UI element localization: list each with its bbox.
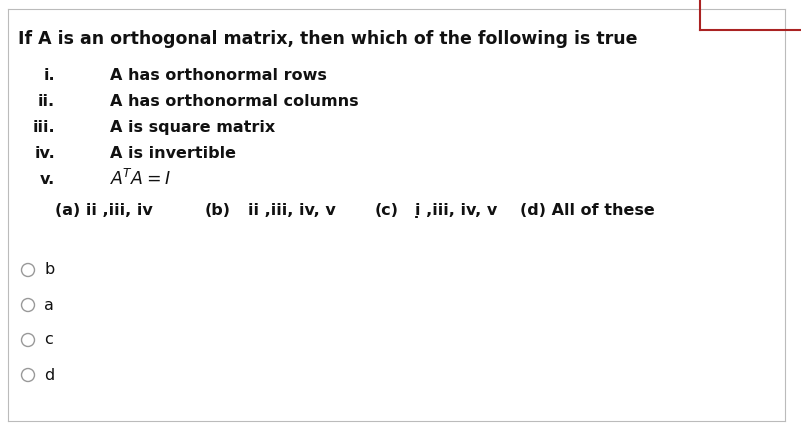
Text: b: b xyxy=(44,263,54,278)
Text: A has orthonormal columns: A has orthonormal columns xyxy=(110,94,359,108)
Circle shape xyxy=(22,368,34,382)
Text: a: a xyxy=(44,298,54,312)
Text: A has orthonormal rows: A has orthonormal rows xyxy=(110,68,327,82)
Text: iv.: iv. xyxy=(34,145,55,161)
Text: iii.: iii. xyxy=(32,119,55,134)
Circle shape xyxy=(22,264,34,277)
Text: d: d xyxy=(44,368,54,382)
Circle shape xyxy=(22,298,34,312)
Text: ii ,iii, iv, v: ii ,iii, iv, v xyxy=(248,202,336,218)
Text: $\mathbf{\it{A}}^T\mathbf{\it{A}} = \mathbf{\it{I}}$: $\mathbf{\it{A}}^T\mathbf{\it{A}} = \mat… xyxy=(110,169,171,189)
Text: ị ,iii, iv, v: ị ,iii, iv, v xyxy=(415,202,497,218)
Text: (c): (c) xyxy=(375,202,399,218)
Text: (d) All of these: (d) All of these xyxy=(520,202,654,218)
Text: If A is an orthogonal matrix, then which of the following is true: If A is an orthogonal matrix, then which… xyxy=(18,30,638,48)
Text: ii.: ii. xyxy=(38,94,55,108)
Text: A is invertible: A is invertible xyxy=(110,145,236,161)
Text: A is square matrix: A is square matrix xyxy=(110,119,276,134)
Text: i.: i. xyxy=(43,68,55,82)
Text: v.: v. xyxy=(40,172,55,187)
Text: c: c xyxy=(44,332,53,348)
Text: (a) ii ,iii, iv: (a) ii ,iii, iv xyxy=(55,202,153,218)
Text: (b): (b) xyxy=(205,202,231,218)
Circle shape xyxy=(22,334,34,346)
